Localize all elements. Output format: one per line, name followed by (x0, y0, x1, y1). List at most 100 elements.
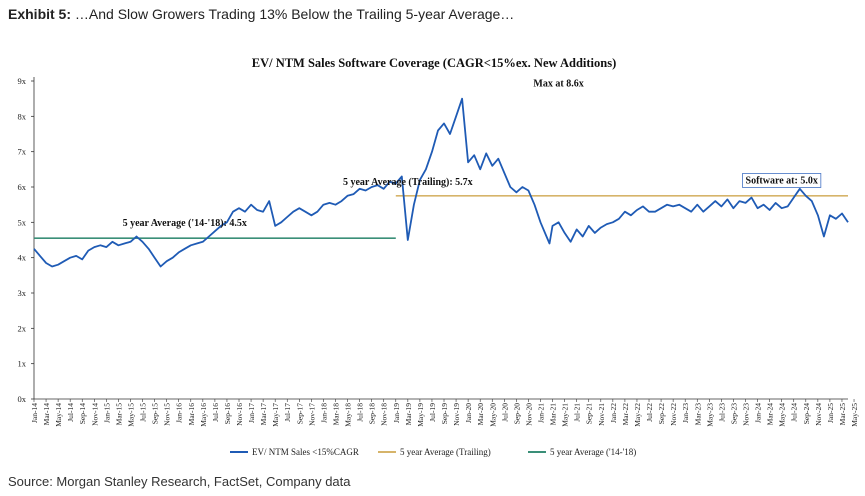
x-tick-label: Nov-16 (235, 403, 244, 426)
series-line-ev-ntm-sales (33, 97, 849, 268)
source-note: Source: Morgan Stanley Research, FactSet… (8, 474, 351, 489)
y-tick-label: 9x (18, 76, 27, 86)
x-tick-label: Mar-17 (259, 403, 268, 426)
x-tick-label: Jan-17 (247, 403, 256, 423)
exhibit-label: Exhibit 5: (8, 6, 72, 22)
x-tick-label: May-24 (778, 403, 787, 427)
annotations: 5 year Average ('14-'18): 4.5x 5 year Ave… (123, 78, 822, 229)
x-tick-label: Jan-15 (102, 403, 111, 423)
exhibit-heading: Exhibit 5: …And Slow Growers Trading 13%… (8, 6, 514, 22)
x-tick-label: Jul-18 (356, 403, 365, 422)
x-tick-label: Nov-23 (741, 403, 750, 426)
x-tick-label: Nov-24 (814, 403, 823, 426)
annotation-14-18-average: 5 year Average ('14-'18): 4.5x (123, 218, 247, 229)
x-tick-label: Jul-23 (717, 403, 726, 422)
x-tick-label: Jan-20 (464, 403, 473, 423)
legend: EV/ NTM Sales <15%CAGR 5 year Average (Tr… (230, 447, 636, 457)
y-tick-label: 2x (18, 323, 27, 333)
y-tick-label: 7x (18, 147, 27, 157)
x-tick-label: Jul-16 (211, 403, 220, 422)
x-tick-label: Mar-25 (838, 403, 847, 426)
annotation-box (742, 173, 822, 188)
x-tick-label: Jul-22 (645, 403, 654, 422)
legend-item-14-18-average: 5 year Average ('14-'18) (528, 447, 636, 457)
x-tick-label: Sep-24 (802, 403, 811, 424)
x-tick-label: Jan-16 (175, 403, 184, 423)
annotation-trailing-average: 5 year Average (Trailing): 5.7x (343, 177, 473, 188)
chart-title: EV/ NTM Sales Software Coverage (CAGR<15… (252, 56, 617, 70)
x-tick-label: Nov-14 (90, 403, 99, 426)
x-tick-label: Jul-15 (139, 403, 148, 422)
x-tick-label: Sep-16 (223, 403, 232, 424)
x-tick-label: Sep-14 (78, 403, 87, 424)
x-tick-label: Mar-18 (331, 403, 340, 426)
x-tick-label: Mar-15 (114, 403, 123, 426)
x-tick-label: Nov-15 (163, 403, 172, 426)
x-tick-label: Nov-21 (597, 403, 606, 426)
x-tick-label: May-16 (199, 403, 208, 427)
x-tick-label: Jul-19 (428, 403, 437, 422)
x-tick-label: Nov-18 (380, 403, 389, 426)
x-tick-label: Jan-19 (392, 403, 401, 423)
x-tick-label: Mar-20 (476, 403, 485, 426)
y-tick-label: 1x (18, 359, 27, 369)
x-tick-label: Jan-21 (536, 403, 545, 423)
x-tick-label: Jul-20 (500, 403, 509, 422)
y-tick-label: 5x (18, 217, 27, 227)
x-tick-label: May-23 (705, 403, 714, 427)
x-tick-label: Nov-17 (307, 403, 316, 426)
legend-item-ev-ntm-sales: EV/ NTM Sales <15%CAGR (230, 447, 359, 457)
x-tick-label: Sep-17 (295, 403, 304, 424)
x-axis: Jan-14 Mar-14 May-14 Jul-14 Sep-14 Nov-14 Jan-… (30, 398, 859, 427)
x-tick-label: Jan-25 (826, 403, 835, 423)
x-tick-label: Jan-18 (319, 403, 328, 423)
x-tick-label: May-25 (850, 403, 859, 427)
x-tick-label: Mar-19 (404, 403, 413, 426)
x-tick-label: May-14 (54, 403, 63, 427)
x-tick-label: Jan-23 (681, 403, 690, 423)
x-tick-label: Sep-19 (440, 403, 449, 424)
x-tick-label: Sep-15 (151, 403, 160, 424)
plot-lines (33, 97, 849, 268)
x-tick-label: Mar-23 (693, 403, 702, 426)
x-tick-label: Sep-20 (512, 403, 521, 424)
x-tick-label: Sep-22 (657, 403, 666, 424)
x-tick-label: Jul-14 (66, 403, 75, 422)
y-tick-label: 0x (18, 394, 27, 404)
x-tick-label: May-19 (416, 403, 425, 427)
x-tick-label: Nov-19 (452, 403, 461, 426)
x-tick-label: May-21 (561, 403, 570, 427)
x-tick-label: May-15 (126, 403, 135, 427)
x-tick-label: Mar-22 (621, 403, 630, 426)
x-tick-label: Mar-21 (549, 403, 558, 426)
x-tick-label: Nov-20 (524, 403, 533, 426)
x-tick-label: Nov-22 (669, 403, 678, 426)
legend-label: 5 year Average ('14-'18) (550, 447, 636, 457)
exhibit-title: …And Slow Growers Trading 13% Below the … (74, 6, 515, 22)
x-tick-label: May-20 (488, 403, 497, 427)
x-tick-label: Jul-24 (790, 403, 799, 422)
x-tick-label: Mar-16 (187, 403, 196, 426)
x-tick-label: May-17 (271, 403, 280, 427)
x-tick-label: May-22 (633, 403, 642, 427)
y-tick-label: 6x (18, 182, 27, 192)
x-tick-label: Jan-22 (609, 403, 618, 423)
x-tick-label: Mar-14 (42, 403, 51, 426)
y-tick-label: 8x (18, 111, 27, 121)
y-axis: 0x 1x 2x 3x 4x 5x 6x 7x 8x 9x (18, 76, 35, 404)
x-tick-label: Sep-21 (585, 403, 594, 424)
legend-label: 5 year Average (Trailing) (400, 447, 491, 457)
x-tick-label: Jul-21 (573, 403, 582, 422)
annotation-software-current: Software at: 5.0x (746, 175, 818, 186)
annotation-max: Max at 8.6x (533, 78, 583, 89)
x-tick-label: Jan-24 (754, 403, 763, 423)
x-tick-label: Sep-23 (729, 403, 738, 424)
legend-item-trailing-average: 5 year Average (Trailing) (378, 447, 491, 457)
x-tick-label: May-18 (344, 403, 353, 427)
x-tick-label: Jul-17 (283, 403, 292, 422)
x-tick-label: Jan-14 (30, 403, 39, 423)
legend-label: EV/ NTM Sales <15%CAGR (252, 447, 359, 457)
x-tick-label: Sep-18 (368, 403, 377, 424)
x-tick-label: Mar-24 (766, 403, 775, 426)
